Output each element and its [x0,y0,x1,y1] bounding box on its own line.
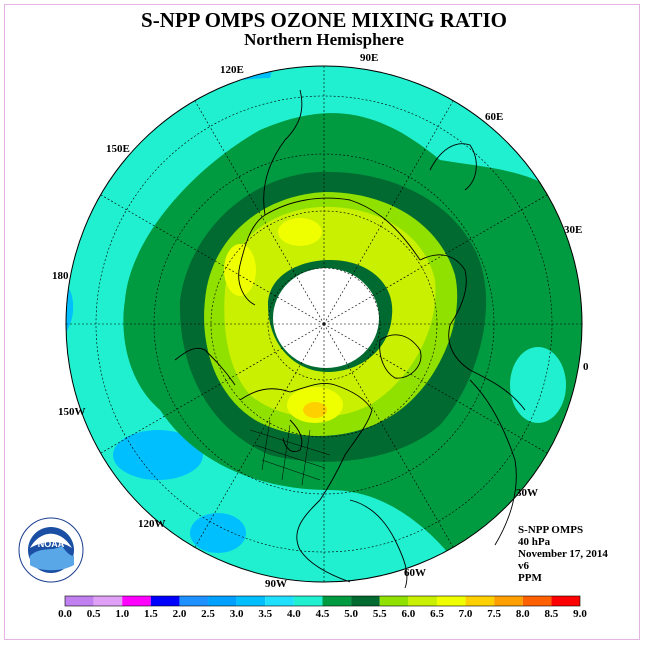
coastlines [174,89,526,589]
info-version: v6 [518,560,529,572]
colorbar-segment [122,596,151,606]
label-120w: 120W [138,518,166,530]
colorbar-tick-label: 8.0 [515,608,530,620]
coast-asia [238,197,421,306]
label-90e: 90E [360,52,378,64]
colorbar-tick-label: 7.5 [487,608,502,620]
meridian-120e [194,100,325,325]
colorbar-segment [150,596,180,606]
colorbar [64,595,581,607]
colorbar-tick-label: 2.0 [172,608,187,620]
colorbar-tick-label: 5.5 [372,608,387,620]
colorbar-tick-label: 1.5 [143,608,158,620]
colorbar-segment [379,596,409,606]
colorbar-segment [236,596,266,606]
polar-night [273,268,379,368]
map-boundary [65,65,583,583]
colorbar-tick-label: 8.5 [544,608,559,620]
coast-europe [419,254,526,411]
label-60e: 60E [485,111,503,123]
meridian-30e [323,194,548,325]
colorbar-border [64,595,581,607]
colorbar-tick-label: 4.0 [287,608,301,620]
label-30w: 30W [516,487,538,499]
meridian-150w [100,323,325,454]
label-180: 180 [52,270,69,282]
meridian-150e [100,194,325,325]
coast-south-america [349,499,408,589]
colorbar-segment [208,596,237,606]
meridian-labels: 0 30E 60E 90E 120E 150E 180 150W 120W 90… [52,52,589,590]
coast-greenland [379,334,422,379]
colorbar-tick-label: 3.0 [229,608,244,620]
field-light-blue-west [190,513,246,553]
colorbar-segment [322,596,352,606]
field-light-blue-pacific [113,430,203,480]
label-150w: 150W [58,406,86,418]
info-date: November 17, 2014 [518,548,608,560]
label-0: 0 [583,361,589,373]
info-units: PPM [518,572,542,584]
colorbar-segment [265,596,294,606]
meridian-30w [323,323,548,454]
colorbar-tick-label: 0.0 [58,608,72,620]
coast-hudson-bay [282,419,303,453]
colorbar-tick-label: 5.0 [344,608,358,620]
colorbar-segment [494,596,523,606]
colorbar-tick-label: 4.5 [315,608,330,620]
coast-india [429,143,477,191]
coast-east-asia [263,89,303,216]
colorbar-segment [436,596,466,606]
coast-africa [469,379,517,546]
us-state-borders [249,419,331,486]
colorbar-tick-label: 3.5 [258,608,273,620]
colorbar-tick-label: 6.0 [401,608,416,620]
colorbar-segment [522,596,552,606]
field-yellow-pacific [224,244,256,296]
colorbar-tick-label: 1.0 [115,608,130,620]
product-info: S-NPP OMPS 40 hPa November 17, 2014 v6 P… [518,524,608,584]
colorbar-segment [551,596,580,606]
colorbar-tick-label: 2.5 [201,608,215,620]
noaa-logo: NOAA [18,517,84,583]
meridian-60e [323,100,454,325]
meridian-60w [323,323,454,548]
colorbar-segment [179,596,209,606]
info-pressure: 40 hPa [518,536,551,548]
label-90w: 90W [265,578,287,590]
colorbar-segment [408,596,437,606]
colorbar-tick-label: 7.0 [458,608,473,620]
colorbar-segment [351,596,380,606]
noaa-logo-text: NOAA [38,539,65,549]
info-instrument: S-NPP OMPS [518,524,584,536]
colorbar-tick-label: 6.5 [430,608,444,620]
coast-north-america [239,382,373,583]
meridian-120w [194,323,325,548]
colorbar-segment [65,596,94,606]
colorbar-segment [465,596,495,606]
field-cyan-atlantic [510,347,566,423]
colorbar-tick-label: 0.5 [86,608,101,620]
colorbar-tick-label: 9.0 [573,608,587,620]
map-title: S-NPP OMPS OZONE MIXING RATIO [141,8,507,32]
label-60w: 60W [404,567,426,579]
label-30e: 30E [564,224,582,236]
map-subtitle: Northern Hemisphere [244,30,404,49]
field-orange-canada [303,402,327,418]
colorbar-segment [293,596,323,606]
colorbar-segment [93,596,123,606]
label-120e: 120E [220,64,244,76]
field-yellow-siberia [278,218,322,246]
label-150e: 150E [106,143,130,155]
coast-alaska [174,347,236,386]
